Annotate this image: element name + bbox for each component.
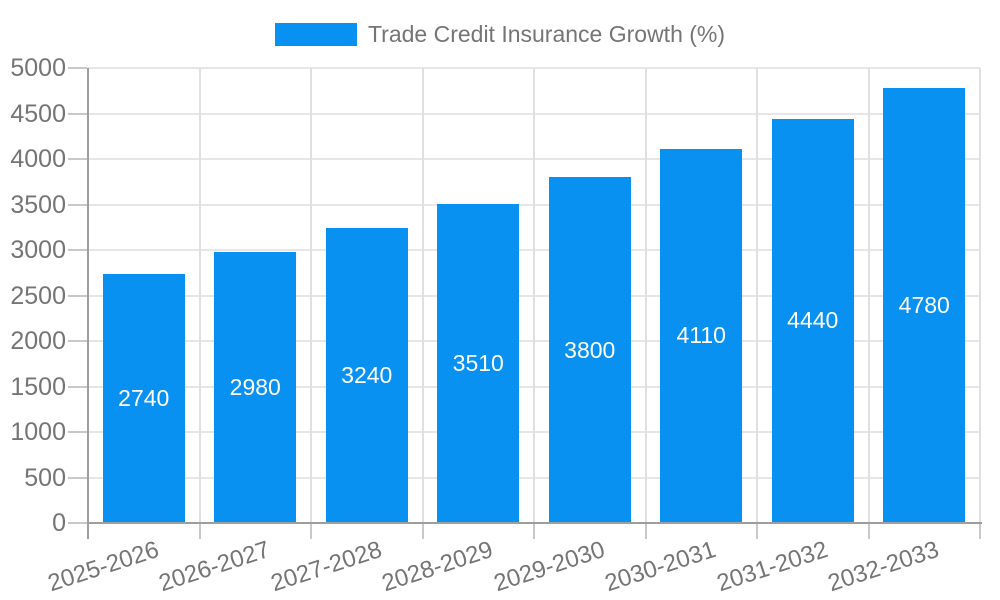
y-axis-tick xyxy=(68,385,87,388)
y-axis-tick-label: 4000 xyxy=(10,145,66,173)
x-axis-category-label: 2028-2029 xyxy=(379,536,497,598)
y-axis-tick-label: 1000 xyxy=(10,418,66,446)
bar-value-label: 2980 xyxy=(229,373,281,400)
y-axis-tick xyxy=(68,476,87,479)
x-axis-tick xyxy=(644,524,647,539)
x-axis-category-label: 2025-2026 xyxy=(44,536,163,598)
y-axis-tick-label: 2500 xyxy=(10,281,66,310)
bar: 3510 xyxy=(437,203,520,523)
bar: 4440 xyxy=(771,118,854,523)
gridline-vertical xyxy=(533,68,535,523)
bar-value-label: 2740 xyxy=(118,384,170,411)
x-axis-category-label: 2031-2032 xyxy=(713,536,832,598)
x-axis-category-label: 2026-2027 xyxy=(156,536,274,598)
bar-value-label: 4440 xyxy=(787,307,839,334)
bar: 2740 xyxy=(102,273,185,523)
legend: Trade Credit Insurance Growth (%) xyxy=(0,21,1000,48)
y-axis-tick-label: 3000 xyxy=(10,236,66,264)
y-axis-tick xyxy=(68,67,87,69)
y-axis-tick xyxy=(68,431,87,433)
legend-swatch-icon xyxy=(274,23,357,46)
y-axis-tick-label: 500 xyxy=(24,463,66,492)
y-axis-tick-label: 2000 xyxy=(10,327,66,355)
y-axis-tick xyxy=(68,158,87,160)
x-axis-category-label: 2029-2030 xyxy=(490,536,609,598)
gridline-vertical xyxy=(756,68,758,523)
y-axis-tick xyxy=(68,203,87,206)
bar: 2980 xyxy=(214,251,297,523)
bar: 4780 xyxy=(883,88,966,523)
gridline-vertical xyxy=(867,68,870,523)
x-axis-category-label: 2027-2028 xyxy=(267,536,386,598)
y-axis-tick-label: 0 xyxy=(52,509,66,537)
bar: 4110 xyxy=(660,148,743,523)
x-axis-tick xyxy=(310,524,312,539)
y-axis-tick-label: 1500 xyxy=(10,372,66,401)
y-axis-tick xyxy=(68,340,87,342)
bar: 3800 xyxy=(548,177,631,523)
gridline-vertical xyxy=(310,68,312,523)
legend-label: Trade Credit Insurance Growth (%) xyxy=(367,21,726,47)
y-axis-tick xyxy=(68,294,87,297)
gridline-vertical xyxy=(421,68,424,523)
x-axis-tick xyxy=(867,524,870,539)
y-axis-tick xyxy=(68,522,87,524)
y-axis-line xyxy=(87,68,89,539)
bar-value-label: 4110 xyxy=(676,322,726,349)
x-axis-tick xyxy=(533,524,535,539)
x-axis-tick xyxy=(756,524,758,539)
x-axis-tick xyxy=(198,524,201,539)
gridline-vertical xyxy=(979,68,981,523)
gridline-vertical xyxy=(198,68,201,523)
y-axis-tick-label: 3500 xyxy=(10,190,66,219)
y-axis-tick xyxy=(68,112,87,115)
x-axis-tick xyxy=(421,524,424,539)
legend-item[interactable]: Trade Credit Insurance Growth (%) xyxy=(274,21,726,48)
bar-value-label: 4780 xyxy=(898,292,950,318)
x-axis-category-label: 2032-2033 xyxy=(825,536,943,598)
bar-value-label: 3800 xyxy=(564,336,616,363)
plot-area: 0 500 1000 1500 2000 2500 3000 3500 4000 4500 5000… xyxy=(10,55,982,597)
gridline-vertical xyxy=(644,68,647,523)
x-axis-line xyxy=(87,522,982,524)
x-axis-category-label: 2030-2031 xyxy=(602,536,720,598)
x-axis-tick xyxy=(979,524,981,539)
y-axis-tick xyxy=(68,249,87,251)
bar: 3240 xyxy=(325,228,408,523)
y-axis-tick-label: 4500 xyxy=(10,99,66,128)
bar-value-label: 3510 xyxy=(452,349,504,376)
y-axis-tick-label: 5000 xyxy=(10,54,66,82)
bar-value-label: 3240 xyxy=(341,362,393,389)
